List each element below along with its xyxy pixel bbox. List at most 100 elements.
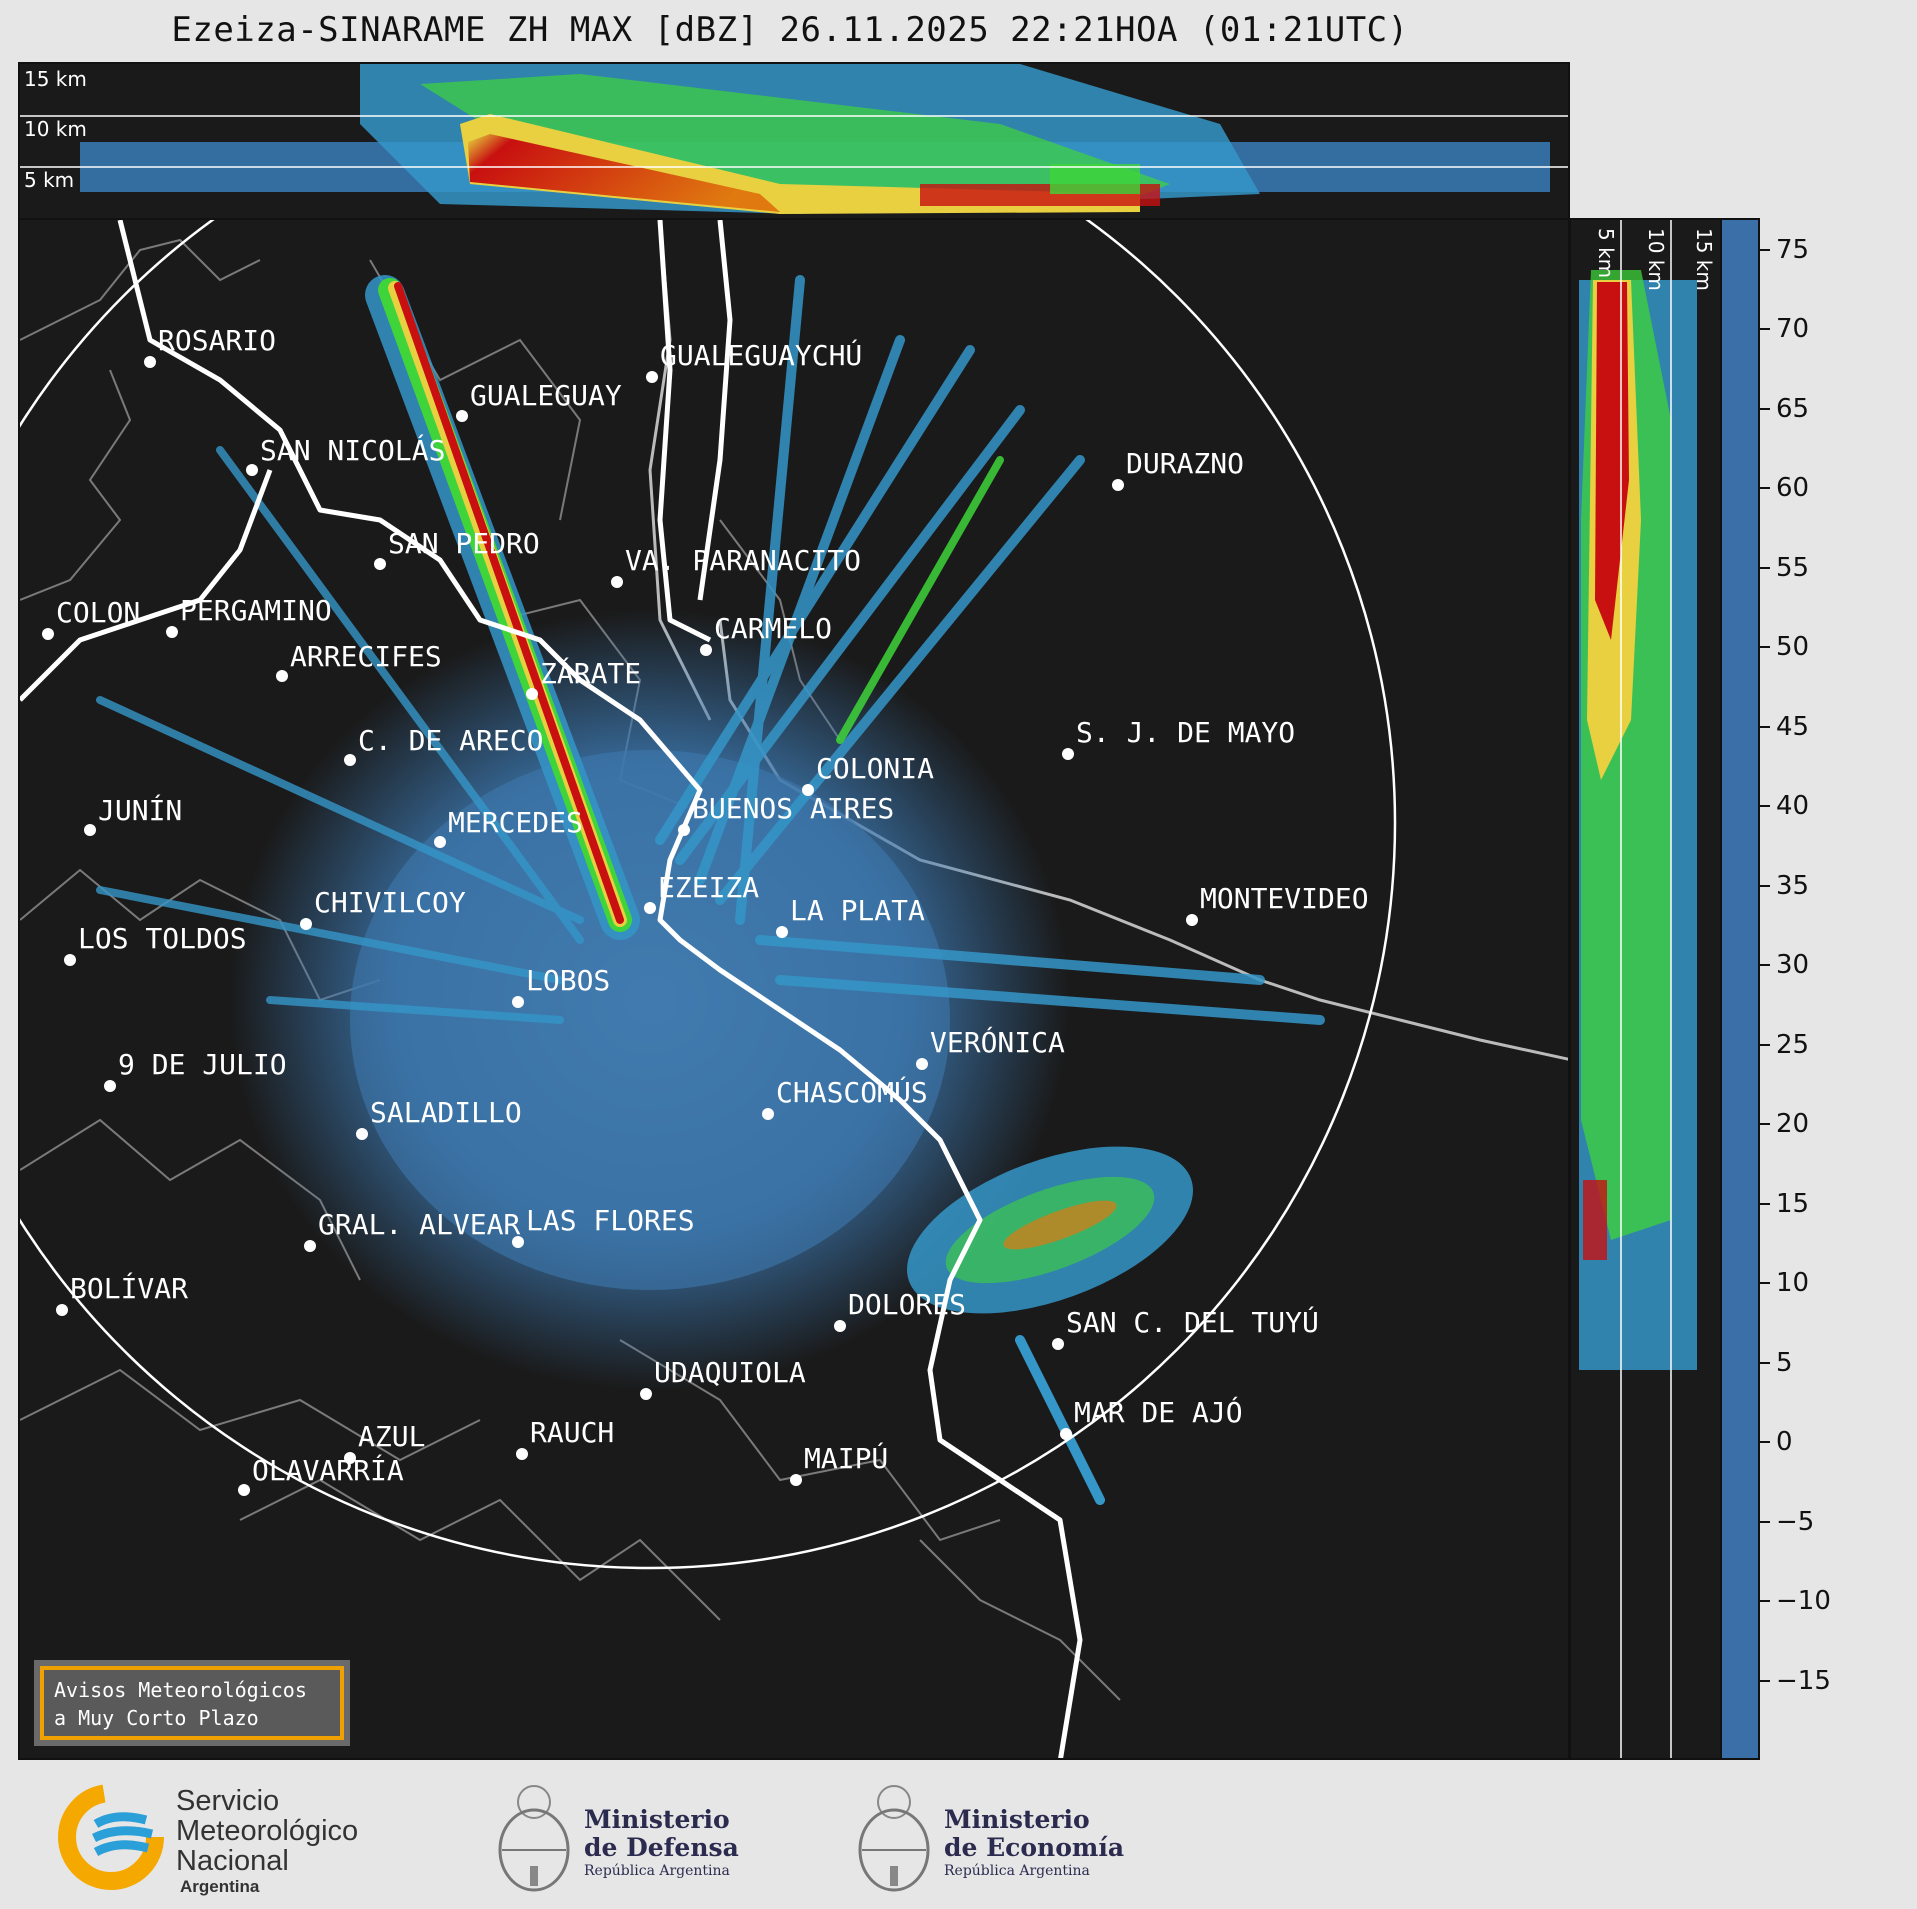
defensa-line-1: Ministerio — [584, 1805, 730, 1834]
side-profile-svg: 5 km 10 km 15 km — [1579, 220, 1716, 1758]
city-dot-gral-alvear — [304, 1240, 316, 1252]
city-dot-buenos-aires — [678, 824, 690, 836]
city-dot-junin — [84, 824, 96, 836]
city-dot-rauch — [516, 1448, 528, 1460]
echo-streaks-ne — [655, 275, 1325, 1025]
range-ring — [20, 220, 1397, 1570]
city-label-buenos-aires: BUENOS AIRES — [692, 792, 894, 825]
colorbar-tick — [1760, 248, 1770, 251]
footer — [0, 1760, 1917, 1909]
economia-logo-text: Ministerio de Economía República Argenti… — [944, 1806, 1124, 1880]
side-red-cell — [1583, 1180, 1607, 1260]
city-label-montevideo: MONTEVIDEO — [1200, 882, 1369, 915]
economia-line-1: Ministerio — [944, 1805, 1090, 1834]
city-label-arrecifes: ARRECIFES — [290, 640, 442, 673]
city-dot-durazno — [1112, 479, 1124, 491]
city-dot-ezeiza — [644, 902, 656, 914]
colorbar-tick — [1760, 487, 1770, 490]
city-label-carmelo: CARMELO — [714, 612, 832, 645]
city-label-colonia: COLONIA — [816, 752, 934, 785]
city-label-azul: AZUL — [358, 1420, 425, 1453]
city-dot-colon — [42, 628, 54, 640]
colorbar-tick — [1760, 1600, 1770, 1603]
colorbar-tick — [1760, 805, 1770, 808]
city-dot-saladillo — [356, 1128, 368, 1140]
city-label-san-c-del-tuyu: SAN C. DEL TUYÚ — [1066, 1305, 1319, 1339]
smn-logo-icon — [58, 1784, 164, 1890]
city-dot-veronica — [916, 1058, 928, 1070]
city-dot-chascomus — [762, 1108, 774, 1120]
smn-line-1: Servicio — [176, 1785, 280, 1817]
profile-green-cell — [1050, 164, 1140, 194]
city-dot-las-flores — [512, 1236, 524, 1248]
city-dot-pergamino — [166, 626, 178, 638]
city-dot-maipu — [790, 1474, 802, 1486]
colorbar-tick — [1760, 1441, 1770, 1444]
city-dot-paranacito — [611, 576, 623, 588]
city-dot-mar-de-ajo — [1060, 1428, 1072, 1440]
side-label-15km: 15 km — [1692, 228, 1716, 291]
colorbar-tick-label: 0 — [1776, 1427, 1793, 1458]
city-dot-carmelo — [700, 644, 712, 656]
profile-red-streak — [468, 134, 780, 212]
city-label-chascomus: CHASCOMÚS — [776, 1075, 928, 1109]
city-label-lobos: LOBOS — [526, 964, 610, 997]
warning-box[interactable]: Avisos Meteorológicos a Muy Corto Plazo — [34, 1660, 350, 1746]
colorbar-tick — [1760, 725, 1770, 728]
city-label-la-plata: LA PLATA — [790, 894, 925, 927]
smn-line-4: Argentina — [180, 1877, 260, 1896]
echo-se-orange — [1003, 1200, 1117, 1250]
city-dot-zarate — [526, 688, 538, 700]
colorbar-tick-label: −5 — [1776, 1506, 1815, 1537]
city-label-rauch: RAUCH — [530, 1416, 614, 1449]
colorbar-tick — [1760, 1123, 1770, 1126]
city-label-pergamino: PERGAMINO — [180, 594, 332, 627]
colorbar-tick-label: 5 — [1776, 1347, 1793, 1378]
city-label-sj-de-mayo: S. J. DE MAYO — [1076, 716, 1295, 749]
radar-map[interactable]: ROSARIO GUALEGUAYCHÚ GUALEGUAY SAN NICOL… — [18, 218, 1570, 1760]
city-dot-olavarria — [238, 1484, 250, 1496]
city-label-veronica: VERÓNICA — [930, 1025, 1065, 1059]
city-label-gualeguay: GUALEGUAY — [470, 379, 622, 412]
colorbar-tick-label: 55 — [1776, 552, 1810, 583]
defensa-line-2: de Defensa — [584, 1833, 739, 1862]
city-label-mercedes: MERCEDES — [448, 806, 583, 839]
defensa-logo-text: Ministerio de Defensa República Argentin… — [584, 1806, 739, 1880]
city-label-mar-de-ajo: MAR DE AJÓ — [1074, 1395, 1243, 1429]
city-label-rosario: ROSARIO — [158, 324, 276, 357]
city-dot-mercedes — [434, 836, 446, 848]
radar-map-svg[interactable]: ROSARIO GUALEGUAYCHÚ GUALEGUAY SAN NICOL… — [20, 220, 1570, 1760]
colorbar-tick — [1760, 1361, 1770, 1364]
city-label-las-flores: LAS FLORES — [526, 1204, 695, 1237]
height-label-15km: 15 km — [24, 67, 87, 91]
colorbar-tick-label: 65 — [1776, 393, 1810, 424]
smn-line-2: Meteorológico — [176, 1815, 359, 1847]
colorbar-tick-label: −10 — [1776, 1586, 1831, 1617]
city-dot-san-nicolas — [246, 464, 258, 476]
echo-se-streak — [1015, 1335, 1105, 1505]
city-label-maipu: MAIPÚ — [804, 1441, 888, 1475]
city-label-saladillo: SALADILLO — [370, 1096, 522, 1129]
colorbar — [1720, 218, 1760, 1760]
city-label-olavarria: OLAVARRÍA — [252, 1453, 404, 1487]
colorbar-tick-label: 60 — [1776, 473, 1810, 504]
colorbar-tick-label: 20 — [1776, 1109, 1810, 1140]
height-label-10km: 10 km — [24, 117, 87, 141]
city-label-zarate: ZÁRATE — [540, 656, 641, 690]
montevideo-clip: MONTEVIDEO — [1200, 882, 1369, 915]
colorbar-tick-label: 15 — [1776, 1188, 1810, 1219]
economia-seal-icon — [858, 1785, 930, 1892]
colorbar-tick — [1760, 407, 1770, 410]
side-label-10km: 10 km — [1644, 228, 1668, 291]
defensa-line-3: República Argentina — [584, 1863, 730, 1879]
city-dot-gualeguaychu — [646, 371, 658, 383]
city-dot-montevideo — [1186, 914, 1198, 926]
city-label-ezeiza: EZEIZA — [658, 871, 759, 904]
economia-line-2: de Economía — [944, 1833, 1125, 1862]
defensa-seal-icon — [498, 1785, 570, 1892]
colorbar-tick-label: 40 — [1776, 791, 1810, 822]
colorbar-tick — [1760, 646, 1770, 649]
colorbar-tick — [1760, 1202, 1770, 1205]
colorbar-tick — [1760, 964, 1770, 967]
city-label-udaquiola: UDAQUIOLA — [654, 1356, 806, 1389]
